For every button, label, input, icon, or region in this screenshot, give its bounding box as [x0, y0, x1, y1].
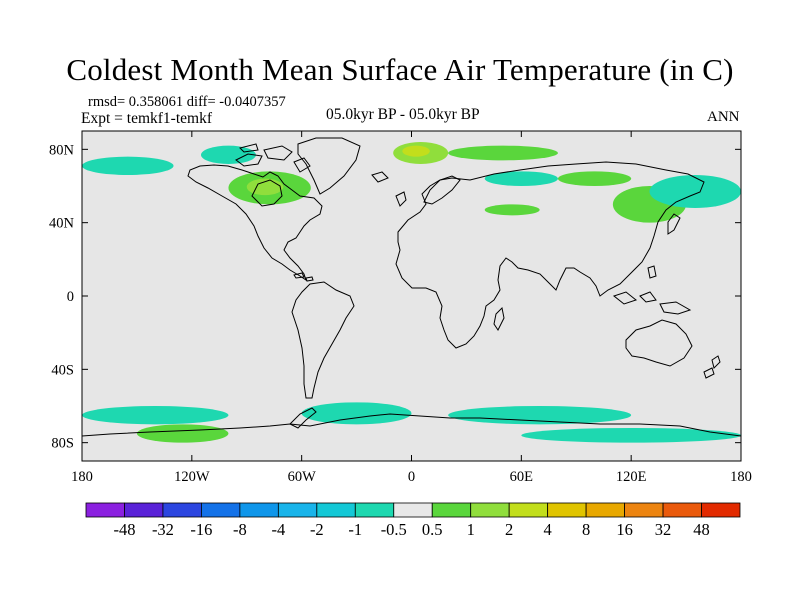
colorbar-swatch — [431, 502, 472, 518]
colorbar-label: 0.5 — [422, 520, 443, 539]
colorbar-label: 1 — [467, 520, 475, 539]
colorbar-label: -2 — [310, 520, 324, 539]
colorbar-label: -0.5 — [381, 520, 407, 539]
anomaly-region — [82, 406, 229, 425]
period-label: 05.0kyr BP - 05.0kyr BP — [326, 106, 480, 123]
colorbar-label: -48 — [113, 520, 135, 539]
x-tick-label: 60E — [510, 469, 534, 485]
colorbar-swatch — [585, 502, 625, 518]
colorbar-label: 48 — [693, 520, 710, 539]
colorbar-swatch — [162, 502, 202, 518]
y-tick-label: 40S — [51, 362, 74, 378]
x-tick-label: 180 — [71, 469, 93, 485]
anomaly-region — [301, 402, 412, 425]
x-tick-label: 60W — [288, 469, 317, 485]
colorbar-swatch — [277, 502, 318, 518]
x-tick-label: 0 — [408, 469, 415, 485]
x-tick-label: 120E — [616, 469, 647, 485]
anomaly-region — [649, 175, 741, 208]
colorbar-label: 16 — [616, 520, 633, 539]
anomaly-region — [136, 424, 229, 443]
x-tick-label: 120W — [174, 469, 210, 485]
colorbar-swatch — [201, 502, 241, 518]
anomaly-fields — [82, 142, 741, 443]
colorbar-label: 8 — [582, 520, 590, 539]
y-tick-label: 0 — [67, 289, 74, 305]
anomaly-region — [402, 145, 430, 157]
anomaly-region — [521, 428, 741, 443]
colorbar-label: 32 — [655, 520, 672, 539]
anomaly-region — [200, 145, 256, 164]
colorbar-label: -32 — [152, 520, 174, 539]
coastlines — [82, 137, 741, 437]
rmsd-diff-stats: rmsd= 0.358061 diff= -0.0407357 — [88, 94, 286, 110]
colorbar-swatch — [662, 502, 702, 518]
anomaly-region — [484, 204, 540, 216]
anomaly-region — [557, 171, 632, 187]
colorbar-swatch — [316, 502, 356, 518]
experiment-label: Expt = temkf1-temkf — [81, 110, 212, 127]
colorbar-swatch — [354, 502, 395, 518]
anomaly-region — [448, 406, 632, 425]
y-tick-label: 40N — [49, 216, 75, 232]
x-tick-label: 180 — [730, 469, 752, 485]
colorbar-swatch — [624, 502, 664, 518]
anomaly-region — [82, 156, 174, 175]
colorbar-swatch — [393, 502, 433, 518]
colorbar-swatch — [547, 502, 587, 518]
anomaly-region — [448, 145, 558, 161]
colorbar-swatch — [124, 502, 164, 518]
colorbar: -48 -32 -16 -8 -4 -2 -1 -0.5 0.5 1 2 4 8 16 32 48 — [85, 502, 741, 539]
colorbar-label: -1 — [348, 520, 362, 539]
colorbar-label: -4 — [271, 520, 285, 539]
colorbar-label: -8 — [233, 520, 247, 539]
colorbar-swatch — [470, 502, 510, 518]
colorbar-swatch — [239, 502, 279, 518]
colorbar-swatch — [701, 502, 741, 518]
colorbar-label: -16 — [190, 520, 212, 539]
plot-title: Coldest Month Mean Surface Air Temperatu… — [66, 52, 734, 87]
colorbar-label: 4 — [544, 520, 552, 539]
y-tick-label: 80S — [51, 436, 74, 452]
y-tick-label: 80N — [49, 142, 75, 158]
axis-ticks: 180 120W 60W 0 60E 120E 180 80N 40N 0 40S 80S — [49, 131, 752, 485]
colorbar-swatch — [85, 502, 125, 518]
season-label: ANN — [707, 109, 740, 125]
colorbar-swatch — [508, 502, 549, 518]
anomaly-region — [484, 171, 558, 187]
colorbar-label: 2 — [505, 520, 513, 539]
